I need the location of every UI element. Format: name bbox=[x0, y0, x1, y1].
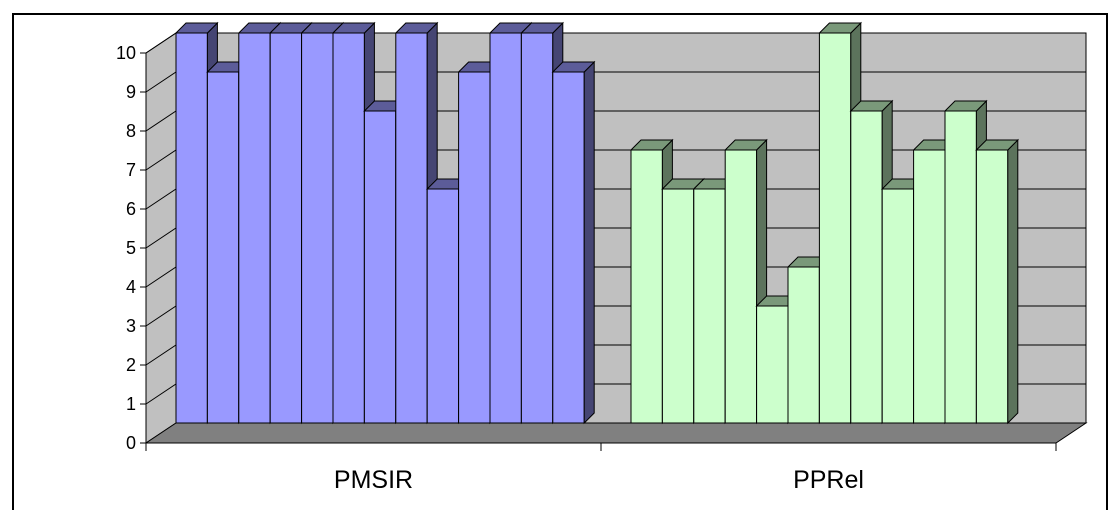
bar-top bbox=[975, 139, 1020, 151]
y-tick-label: 2 bbox=[126, 355, 136, 375]
bar bbox=[724, 149, 758, 424]
bars bbox=[174, 21, 1020, 425]
bar bbox=[552, 71, 585, 424]
y-tick-label: 8 bbox=[126, 121, 136, 141]
bar bbox=[693, 188, 726, 424]
bar bbox=[913, 149, 946, 424]
y-tick-label: 3 bbox=[126, 316, 136, 336]
y-tick-label: 1 bbox=[126, 394, 136, 414]
bar bbox=[944, 110, 977, 424]
bar bbox=[881, 188, 915, 424]
y-tick-label: 0 bbox=[126, 433, 136, 453]
bar bbox=[975, 149, 1009, 424]
floor bbox=[144, 422, 1088, 444]
bar bbox=[175, 32, 208, 424]
y-axis-ticks: 0 1 2 3 4 5 6 7 8 9 10 bbox=[116, 43, 146, 453]
bar bbox=[426, 188, 460, 424]
bar bbox=[395, 32, 428, 424]
bar-top bbox=[818, 22, 863, 34]
bar bbox=[661, 188, 695, 424]
bar bbox=[756, 305, 789, 424]
x-category-label: PMSIR bbox=[334, 466, 413, 494]
bar bbox=[458, 71, 491, 424]
bar bbox=[206, 71, 240, 424]
bar-top bbox=[723, 139, 768, 151]
bar bbox=[489, 32, 522, 424]
bar-top bbox=[551, 61, 596, 73]
y-tick-label: 9 bbox=[126, 82, 136, 102]
bar-top bbox=[174, 22, 219, 34]
y-tick-label: 7 bbox=[126, 160, 136, 180]
bar bbox=[301, 32, 334, 424]
bar bbox=[787, 266, 820, 424]
bar bbox=[269, 32, 303, 424]
bar bbox=[520, 32, 554, 424]
bar bbox=[363, 110, 397, 424]
y-tick-label: 4 bbox=[126, 277, 136, 297]
bar-top bbox=[943, 100, 988, 112]
x-category-label: PPRel bbox=[793, 466, 864, 494]
bar-top bbox=[331, 22, 376, 34]
bar-side bbox=[1007, 138, 1019, 425]
bar-top bbox=[629, 139, 674, 151]
bar-side bbox=[583, 60, 595, 425]
x-axis-labels: PMSIR PPRel bbox=[145, 443, 1057, 494]
y-tick-label: 6 bbox=[126, 199, 136, 219]
bar bbox=[850, 110, 883, 424]
bar bbox=[818, 32, 852, 424]
bar-top bbox=[520, 22, 565, 34]
bar-top bbox=[394, 22, 439, 34]
bar bbox=[238, 32, 271, 424]
y-tick-label: 10 bbox=[116, 43, 136, 63]
bar bbox=[332, 32, 365, 424]
bar bbox=[630, 149, 663, 424]
bar-top bbox=[849, 100, 894, 112]
y-tick-label: 5 bbox=[126, 238, 136, 258]
